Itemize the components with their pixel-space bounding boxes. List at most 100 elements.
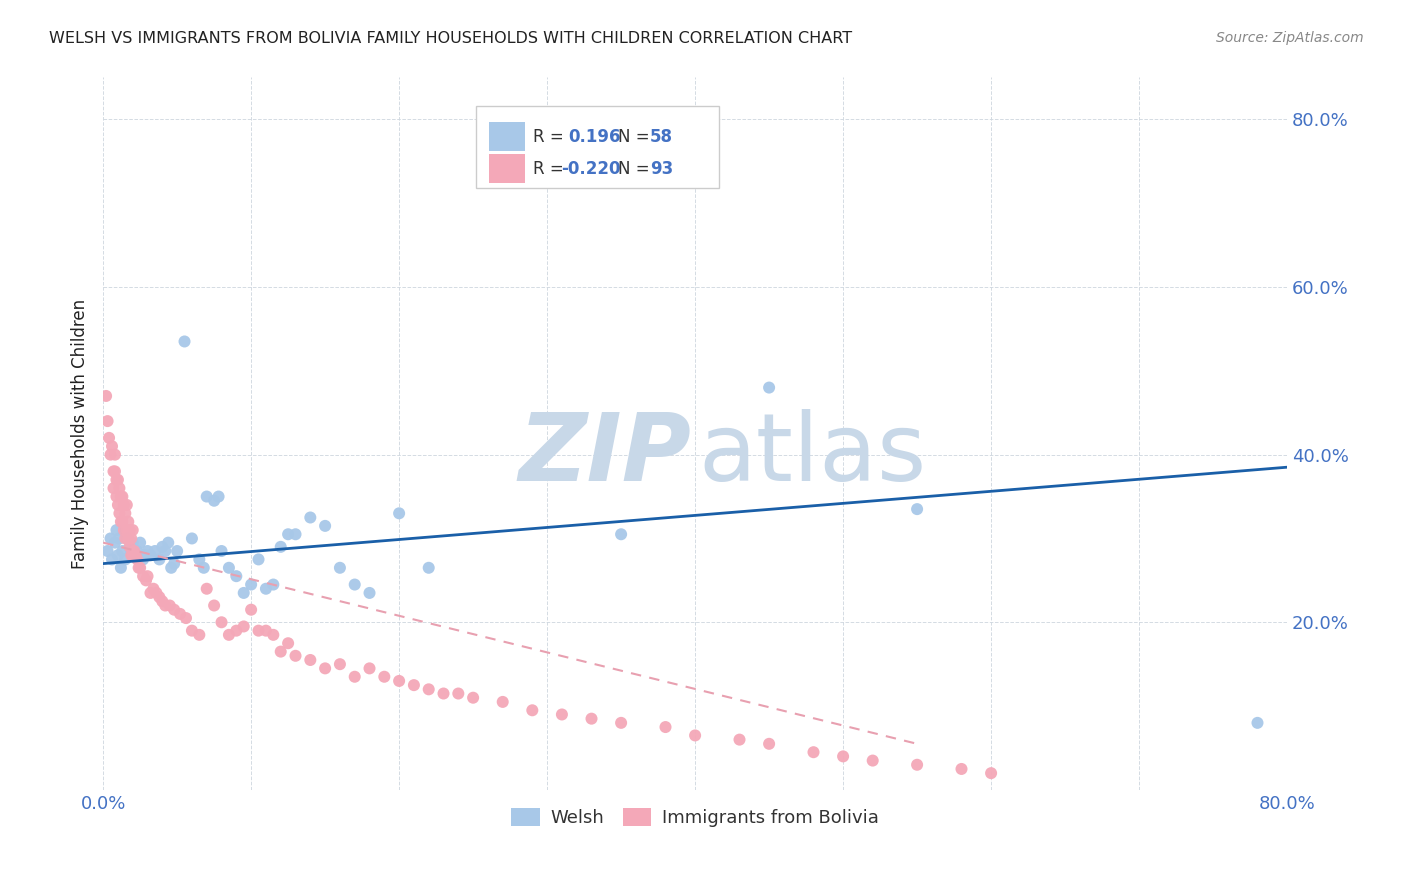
Point [107,548,129,562]
Point [132,569,155,583]
Point [388,506,411,520]
Point [832,749,855,764]
Text: R =: R = [533,128,569,145]
Point [247,552,270,566]
Point [188,628,211,642]
Point [127,552,149,566]
Point [343,577,366,591]
Point [103,481,125,495]
Point [418,561,440,575]
Text: N =: N = [619,160,655,178]
Point [447,686,470,700]
Point [284,527,307,541]
Point [240,577,263,591]
Point [110,515,132,529]
Point [174,611,197,625]
Point [610,527,633,541]
Point [97,414,120,428]
Point [188,552,211,566]
Point [758,737,780,751]
Point [104,448,127,462]
Point [111,490,134,504]
Point [104,535,127,549]
Point [142,582,165,596]
Point [232,619,254,633]
Point [118,540,141,554]
Point [136,544,159,558]
Point [121,523,143,537]
Point [157,535,180,549]
Point [329,561,352,575]
Point [104,464,127,478]
Point [115,498,138,512]
Point [110,561,132,575]
Point [211,615,233,630]
Point [111,544,134,558]
Point [299,653,322,667]
Point [111,515,134,529]
Point [181,624,204,638]
Point [683,728,706,742]
Point [115,532,138,546]
Point [388,673,411,688]
Point [160,561,183,575]
Point [139,586,162,600]
Point [101,439,124,453]
Point [270,540,292,554]
Point [169,607,191,621]
Point [270,645,292,659]
Point [247,624,270,638]
Point [105,473,128,487]
Point [166,544,188,558]
Point [581,712,603,726]
Text: Source: ZipAtlas.com: Source: ZipAtlas.com [1216,31,1364,45]
FancyBboxPatch shape [477,106,718,188]
FancyBboxPatch shape [489,122,524,151]
Point [980,766,1002,780]
Point [654,720,676,734]
Point [97,544,120,558]
Point [905,502,928,516]
Point [120,544,142,558]
Point [132,552,155,566]
Point [120,548,142,562]
Point [461,690,484,705]
Point [492,695,515,709]
Point [950,762,973,776]
Point [100,532,122,546]
Point [758,381,780,395]
Point [218,628,240,642]
Point [117,532,139,546]
Point [373,670,395,684]
Point [135,574,157,588]
Point [314,519,336,533]
Point [118,540,141,554]
Point [277,527,299,541]
Point [127,544,149,558]
Text: N =: N = [619,128,655,145]
Point [134,548,156,562]
Point [299,510,322,524]
Text: WELSH VS IMMIGRANTS FROM BOLIVIA FAMILY HOUSEHOLDS WITH CHILDREN CORRELATION CHA: WELSH VS IMMIGRANTS FROM BOLIVIA FAMILY … [49,31,852,46]
Text: 0.196: 0.196 [568,128,621,145]
Point [862,754,884,768]
Point [225,624,247,638]
Point [155,599,177,613]
Point [120,532,142,546]
Point [115,523,138,537]
Point [125,548,148,562]
Point [107,473,129,487]
Point [195,490,218,504]
Point [145,586,167,600]
Point [112,523,135,537]
Point [359,586,381,600]
Point [610,715,633,730]
Point [432,686,454,700]
Point [159,599,181,613]
Point [202,493,225,508]
Point [551,707,574,722]
Point [148,590,170,604]
Point [117,515,139,529]
Point [108,532,131,546]
Point [107,498,129,512]
